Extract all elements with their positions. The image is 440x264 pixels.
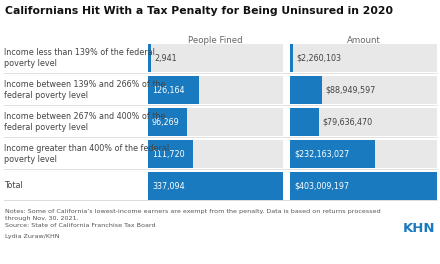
- Bar: [290, 108, 437, 136]
- Bar: [290, 172, 437, 200]
- Text: Lydia Zuraw/KHN: Lydia Zuraw/KHN: [5, 234, 59, 239]
- Text: Notes: Some of California’s lowest-income earners are exempt from the penalty. D: Notes: Some of California’s lowest-incom…: [5, 209, 381, 221]
- Text: Californians Hit With a Tax Penalty for Being Uninsured in 2020: Californians Hit With a Tax Penalty for …: [5, 6, 393, 16]
- Text: 111,720: 111,720: [152, 149, 185, 158]
- Bar: [290, 76, 437, 104]
- Text: 2,941: 2,941: [154, 54, 176, 63]
- Bar: [148, 108, 283, 136]
- Text: $88,949,597: $88,949,597: [326, 86, 376, 95]
- Text: 96,269: 96,269: [152, 117, 180, 126]
- Bar: [148, 140, 283, 168]
- Text: Source: State of California Franchise Tax Board: Source: State of California Franchise Ta…: [5, 223, 156, 228]
- Text: Income less than 139% of the federal
poverty level: Income less than 139% of the federal pov…: [4, 48, 155, 68]
- Bar: [148, 172, 283, 200]
- Text: People Fined: People Fined: [188, 36, 243, 45]
- Bar: [290, 140, 375, 168]
- Text: 126,164: 126,164: [152, 86, 184, 95]
- Text: Amount: Amount: [347, 36, 381, 45]
- Bar: [290, 76, 323, 104]
- Bar: [148, 108, 187, 136]
- Text: Total: Total: [4, 182, 23, 191]
- Bar: [290, 108, 319, 136]
- Bar: [148, 44, 151, 72]
- Bar: [290, 44, 437, 72]
- Text: $79,636,470: $79,636,470: [322, 117, 372, 126]
- Bar: [290, 44, 293, 72]
- Bar: [148, 76, 283, 104]
- Bar: [148, 172, 283, 200]
- Text: Income greater than 400% of the federal
poverty level: Income greater than 400% of the federal …: [4, 144, 169, 164]
- Text: $403,009,197: $403,009,197: [294, 182, 349, 191]
- Bar: [148, 140, 193, 168]
- Text: 337,094: 337,094: [152, 182, 185, 191]
- Bar: [148, 76, 198, 104]
- Bar: [290, 140, 437, 168]
- Text: KHN: KHN: [403, 222, 435, 235]
- Bar: [290, 172, 437, 200]
- Text: Income between 139% and 266% of the
federal poverty level: Income between 139% and 266% of the fede…: [4, 80, 165, 100]
- Text: $232,163,027: $232,163,027: [294, 149, 349, 158]
- Text: $2,260,103: $2,260,103: [296, 54, 341, 63]
- Bar: [148, 44, 283, 72]
- Text: Income between 267% and 400% of the
federal poverty level: Income between 267% and 400% of the fede…: [4, 112, 165, 132]
